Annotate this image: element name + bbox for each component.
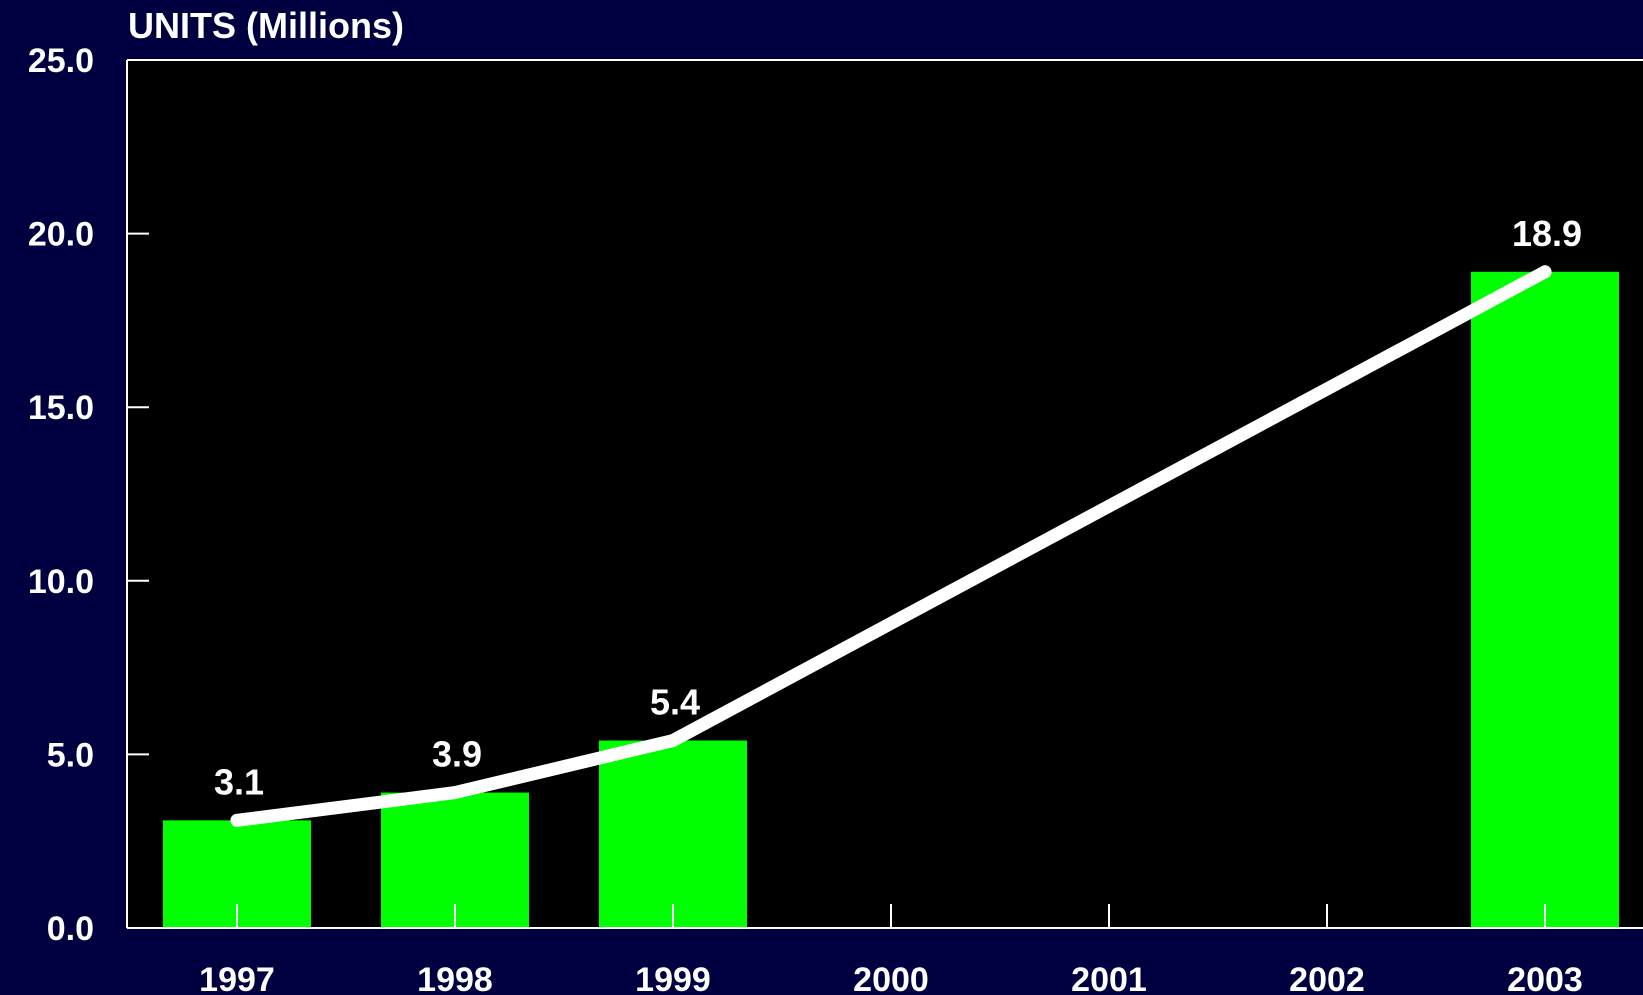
line-point-1999 [666, 734, 680, 748]
bar-1999 [599, 740, 747, 928]
line-point-1997 [230, 813, 244, 827]
bar-2003 [1471, 271, 1619, 928]
y-tick-label: 15.0 [28, 389, 94, 427]
data-label-1999: 5.4 [650, 682, 700, 723]
trend-line [230, 265, 1552, 827]
line-point-1998 [448, 786, 462, 800]
x-tick-label-1997: 1997 [199, 961, 275, 995]
y-tick-label: 20.0 [28, 216, 94, 254]
y-axis-title: UNITS (Millions) [128, 5, 404, 46]
y-tick-label: 10.0 [28, 563, 94, 601]
line-point-2003 [1538, 265, 1552, 279]
y-tick-label: 25.0 [28, 42, 94, 80]
data-label-1998: 3.9 [432, 734, 482, 775]
x-tick-label-1998: 1998 [417, 961, 493, 995]
y-tick-label: 5.0 [47, 736, 94, 774]
x-tick-label-2003: 2003 [1507, 961, 1583, 995]
x-tick-label-1999: 1999 [635, 961, 711, 995]
x-tick-label-2001: 2001 [1071, 961, 1147, 995]
x-tick-label-2000: 2000 [853, 961, 929, 995]
x-tick-label-2002: 2002 [1289, 961, 1365, 995]
plot-area [127, 60, 1643, 928]
y-tick-label: 0.0 [47, 910, 94, 948]
data-label-2003: 18.9 [1512, 213, 1582, 254]
data-label-1997: 3.1 [214, 761, 264, 802]
